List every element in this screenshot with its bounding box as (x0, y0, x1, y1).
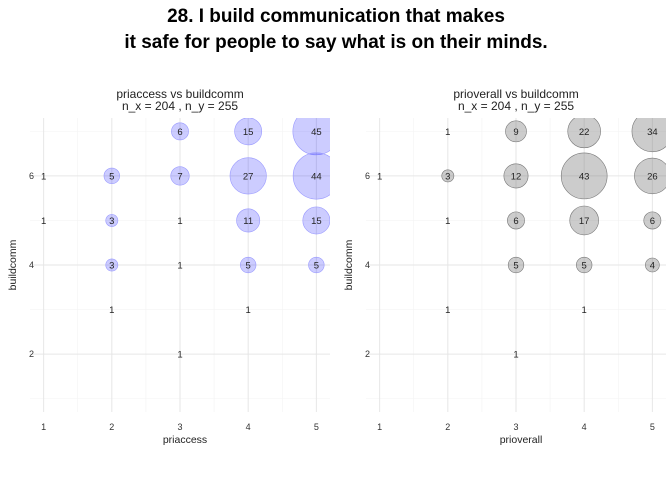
bubble-count-label: 17 (579, 216, 590, 227)
bubble (240, 256, 257, 274)
bubble-count-label: 22 (579, 127, 590, 138)
bubble (503, 163, 529, 189)
bubble-count-label: 44 (311, 171, 322, 182)
bubble-count-label: 3 (109, 261, 114, 272)
bubble-count-label: 34 (647, 127, 658, 138)
bubble (507, 211, 525, 230)
bubble-count-label: 1 (246, 305, 251, 316)
bubble (292, 118, 330, 156)
x-axis-label: priaccess (163, 434, 207, 446)
panel-title-line1: priaccess vs buildcomm (116, 87, 243, 101)
bubble-count-label: 1 (177, 261, 182, 272)
bubble-layer (103, 118, 330, 274)
bubble-count-label: 15 (311, 216, 322, 227)
bubble-count-label: 45 (311, 127, 322, 138)
bubble (560, 152, 608, 200)
bubble (645, 257, 660, 273)
bubble-count-label: 27 (243, 171, 254, 182)
bubble-count-label: 15 (243, 127, 254, 138)
y-tick-label: 4 (29, 260, 34, 270)
bubble-count-label: 6 (513, 216, 518, 227)
bubble (507, 256, 525, 274)
x-tick-label: 3 (177, 422, 182, 432)
x-tick-label: 2 (445, 422, 450, 432)
figure-title-line1: 28. I build communication that makes (167, 6, 505, 27)
bubble (292, 152, 330, 200)
bubble-count-label: 3 (109, 216, 114, 227)
bubble-count-label: 6 (177, 127, 182, 138)
bubble (302, 206, 330, 235)
panel-title-line1: prioverall vs buildcomm (453, 87, 578, 101)
bubble (631, 118, 666, 153)
bubble-count-label: 26 (647, 171, 658, 182)
x-tick-label: 1 (377, 422, 382, 432)
bubble-count-label: 1 (377, 171, 382, 182)
bubble (441, 169, 455, 183)
y-tick-label: 2 (29, 349, 34, 359)
bubble (105, 214, 119, 227)
bubble (643, 211, 662, 230)
bubble (569, 205, 599, 236)
y-axis-label: buildcomm (343, 239, 355, 290)
bubble-count-label: 43 (579, 171, 590, 182)
x-tick-label: 4 (246, 422, 251, 432)
bubble (634, 157, 666, 195)
bubble-count-label: 3 (445, 171, 450, 182)
bubble (229, 157, 267, 195)
figure-title-line2: it safe for people to say what is on the… (124, 32, 548, 53)
y-tick-label: 4 (365, 260, 370, 270)
x-tick-label: 5 (650, 422, 655, 432)
x-axis-label: prioverall (500, 434, 543, 446)
x-tick-label: 3 (513, 422, 518, 432)
bubble (105, 258, 119, 272)
x-tick-label: 4 (582, 422, 587, 432)
bubble-count-label: 5 (109, 171, 114, 182)
x-tick-label: 5 (314, 422, 319, 432)
bubble-count-label: 1 (445, 305, 450, 316)
bubble-count-label: 5 (314, 261, 319, 272)
bubble-count-label: 1 (41, 216, 46, 227)
figure-title: 28. I build communication that makes it … (0, 4, 672, 56)
bubble-count-label: 7 (177, 171, 182, 182)
y-tick-label: 6 (365, 171, 370, 181)
bubble-layer (441, 118, 666, 274)
y-axis-label: buildcomm (7, 239, 19, 290)
bubble-count-label: 1 (445, 127, 450, 138)
bubble-count-label: 4 (650, 261, 655, 272)
bubble (103, 167, 120, 185)
y-tick-label: 2 (365, 349, 370, 359)
bubble-count-label: 5 (246, 261, 251, 272)
x-tick-label: 2 (109, 422, 114, 432)
bubble-count-label: 1 (109, 305, 114, 316)
y-tick-label: 6 (29, 171, 34, 181)
bubble (170, 166, 190, 186)
bubble-count-label: 11 (243, 216, 253, 227)
panel-title-line2: n_x = 204 , n_y = 255 (122, 99, 238, 113)
bubble-count-label: 9 (513, 127, 518, 138)
bubble-count-label: 1 (41, 171, 46, 182)
bubble (576, 256, 593, 274)
bubble (171, 122, 189, 141)
x-tick-label: 1 (41, 422, 46, 432)
bubble-count-label: 5 (582, 261, 587, 272)
bubble (567, 118, 601, 149)
bubble-count-label: 1 (177, 350, 182, 361)
bubble-count-label: 1 (445, 216, 450, 227)
bubble-count-label: 1 (177, 216, 182, 227)
bubble (234, 118, 263, 146)
bubble-count-label: 12 (511, 171, 522, 182)
bubble (236, 208, 261, 233)
bubble-count-label: 1 (513, 350, 518, 361)
bubble (308, 256, 325, 274)
bubble (505, 120, 527, 143)
bubble-count-label: 5 (513, 261, 518, 272)
bubble-count-label: 1 (582, 305, 587, 316)
panel-title-line2: n_x = 204 , n_y = 255 (458, 99, 574, 113)
bubble-count-label: 6 (650, 216, 655, 227)
